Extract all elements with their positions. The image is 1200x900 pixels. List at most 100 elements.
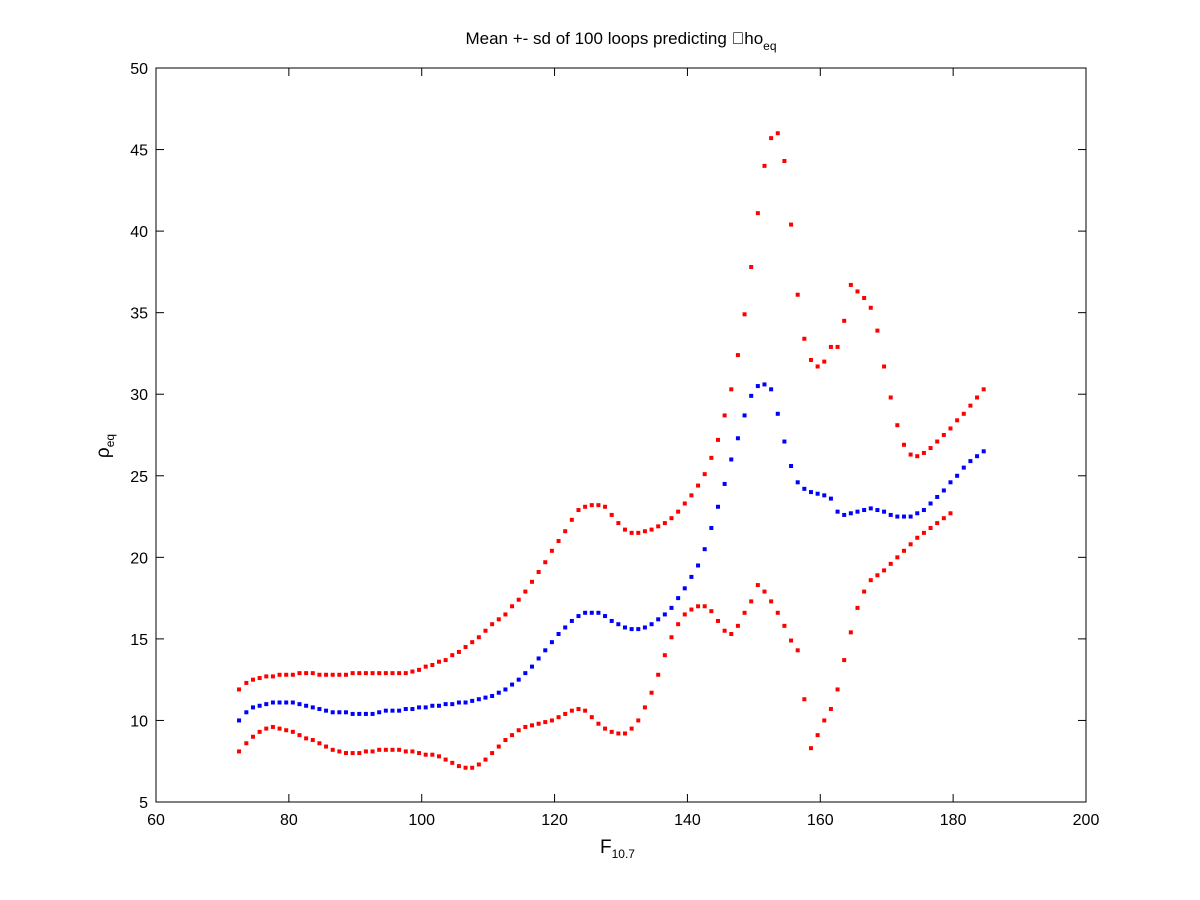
data-point [715, 618, 720, 623]
chart-title-main: Mean +- sd of 100 loops predicting  ho [465, 29, 763, 48]
data-point [330, 672, 335, 677]
data-point [357, 711, 362, 716]
data-point [921, 508, 926, 513]
data-point [662, 521, 667, 526]
data-point [523, 671, 528, 676]
data-point [423, 664, 428, 669]
data-point [350, 671, 355, 676]
data-point [895, 423, 900, 428]
data-point [383, 747, 388, 752]
data-point [762, 589, 767, 594]
data-point [642, 529, 647, 534]
data-point [948, 480, 953, 485]
data-point [589, 715, 594, 720]
data-point [603, 504, 608, 509]
data-point [822, 493, 827, 498]
data-point [961, 465, 966, 470]
chart-title: Mean +- sd of 100 loops predicting  hoeq [465, 29, 776, 53]
data-point [789, 463, 794, 468]
data-point [576, 508, 581, 513]
data-point [516, 597, 521, 602]
data-point [257, 676, 262, 681]
data-point [662, 612, 667, 617]
data-point [968, 403, 973, 408]
data-point [583, 708, 588, 713]
data-point [775, 131, 780, 136]
data-point [955, 418, 960, 423]
data-point [563, 529, 568, 534]
data-point [456, 649, 461, 654]
data-point [868, 578, 873, 583]
data-point [569, 517, 574, 522]
data-point [603, 614, 608, 619]
data-point [855, 605, 860, 610]
data-point [423, 705, 428, 710]
data-point [729, 387, 734, 392]
data-point [802, 486, 807, 491]
y-tick-label: 15 [130, 632, 148, 649]
data-point [337, 710, 342, 715]
data-point [941, 516, 946, 521]
data-point [808, 746, 813, 751]
data-point [961, 411, 966, 416]
x-axis-label-main: F [600, 837, 612, 858]
data-point [749, 599, 754, 604]
data-point [523, 589, 528, 594]
data-point [908, 542, 913, 547]
data-point [430, 752, 435, 757]
data-point [729, 457, 734, 462]
data-point [490, 622, 495, 627]
y-tick-label: 30 [130, 387, 148, 404]
data-point [237, 687, 242, 692]
data-point [682, 612, 687, 617]
data-point [397, 708, 402, 713]
data-point [324, 672, 329, 677]
data-point [496, 744, 501, 749]
data-point [257, 729, 262, 734]
data-point [363, 711, 368, 716]
data-point [815, 491, 820, 496]
data-point [769, 136, 774, 141]
data-point [490, 751, 495, 756]
data-point [330, 747, 335, 752]
data-point [848, 511, 853, 516]
data-point [636, 530, 641, 535]
data-point [715, 437, 720, 442]
data-point [848, 630, 853, 635]
data-point [689, 607, 694, 612]
data-point [862, 589, 867, 594]
data-point [529, 579, 534, 584]
data-point [669, 516, 674, 521]
y-axis-label: ρeq [93, 434, 117, 458]
data-point [742, 413, 747, 418]
data-point [410, 749, 415, 754]
data-point [324, 708, 329, 713]
y-axis-label-subscript: eq [103, 434, 117, 447]
y-tick-label: 50 [130, 61, 148, 78]
data-point [862, 508, 867, 513]
data-point [815, 364, 820, 369]
data-point [516, 677, 521, 682]
data-point [563, 711, 568, 716]
data-point [510, 682, 515, 687]
y-tick-labels: 5 10 15 20 25 30 35 40 45 50 [130, 61, 148, 812]
data-point [862, 295, 867, 300]
data-point [955, 473, 960, 478]
data-point [324, 744, 329, 749]
data-point [284, 728, 289, 733]
data-point [483, 757, 488, 762]
data-point [775, 411, 780, 416]
data-point [782, 439, 787, 444]
data-point [789, 638, 794, 643]
data-point [529, 723, 534, 728]
data-point [656, 524, 661, 529]
data-point [975, 395, 980, 400]
data-point [543, 720, 548, 725]
data-point [470, 698, 475, 703]
data-point [682, 501, 687, 506]
data-point [536, 721, 541, 726]
data-point [828, 344, 833, 349]
data-point [470, 765, 475, 770]
data-point [483, 695, 488, 700]
data-point [370, 671, 375, 676]
